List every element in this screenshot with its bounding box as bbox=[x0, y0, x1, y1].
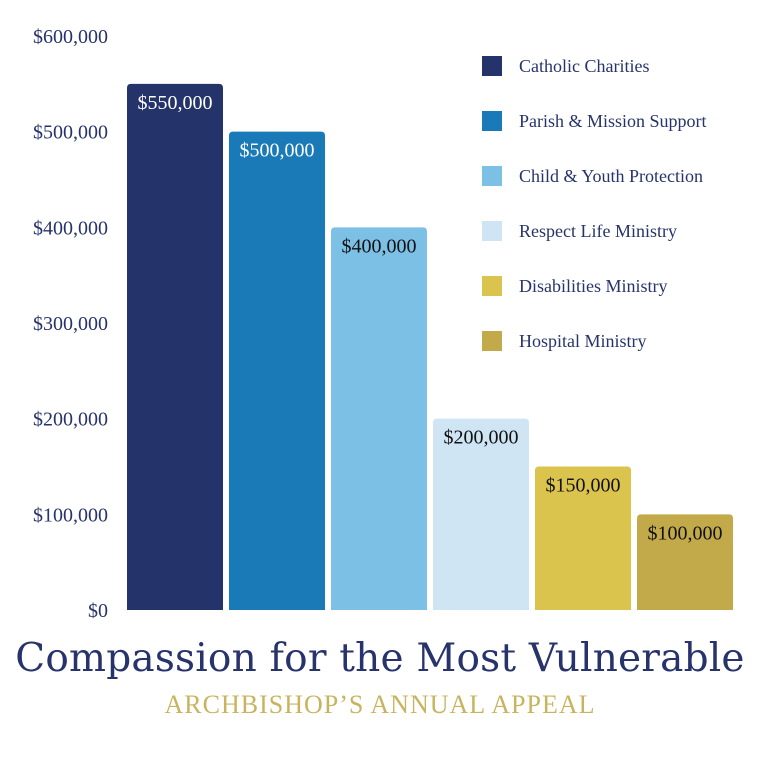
legend-swatch bbox=[482, 221, 502, 241]
legend-label: Hospital Ministry bbox=[519, 331, 647, 351]
legend-label: Parish & Mission Support bbox=[519, 111, 707, 131]
bar-chart: $0 $100,000 $200,000 $300,000 $400,000 $500,0… bbox=[33, 26, 733, 622]
bar-value-label: $150,000 bbox=[546, 475, 621, 497]
bar-value-label: $400,000 bbox=[342, 235, 417, 257]
chart-title: Compassion for the Most Vulnerable bbox=[15, 636, 745, 681]
legend-label: Child & Youth Protection bbox=[519, 166, 703, 186]
bar bbox=[535, 466, 631, 610]
legend-swatch bbox=[482, 111, 502, 131]
y-tick-label: $200,000 bbox=[33, 409, 108, 431]
legend-swatch bbox=[482, 56, 502, 76]
legend-label: Disabilities Ministry bbox=[519, 276, 668, 296]
bar bbox=[127, 83, 223, 611]
legend-swatch bbox=[482, 331, 502, 351]
bar-value-label: $500,000 bbox=[240, 140, 315, 162]
y-tick-label: $300,000 bbox=[33, 313, 108, 335]
bar bbox=[331, 227, 427, 611]
bar-value-label: $100,000 bbox=[648, 522, 723, 544]
legend-label: Respect Life Ministry bbox=[519, 221, 677, 241]
chart-subtitle: ARCHBISHOP’S ANNUAL APPEAL bbox=[164, 690, 596, 719]
legend-swatch bbox=[482, 276, 502, 296]
y-tick-label: $600,000 bbox=[33, 26, 108, 48]
bar bbox=[433, 418, 529, 610]
y-tick-label: $100,000 bbox=[33, 504, 108, 526]
bar bbox=[229, 131, 325, 610]
bar bbox=[637, 514, 733, 610]
bar-value-label: $200,000 bbox=[444, 427, 519, 449]
y-tick-label: $0 bbox=[88, 600, 108, 622]
y-tick-label: $500,000 bbox=[33, 122, 108, 144]
legend-swatch bbox=[482, 166, 502, 186]
legend-label: Catholic Charities bbox=[519, 56, 649, 76]
bar-value-label: $550,000 bbox=[138, 92, 213, 114]
y-tick-label: $400,000 bbox=[33, 217, 108, 239]
